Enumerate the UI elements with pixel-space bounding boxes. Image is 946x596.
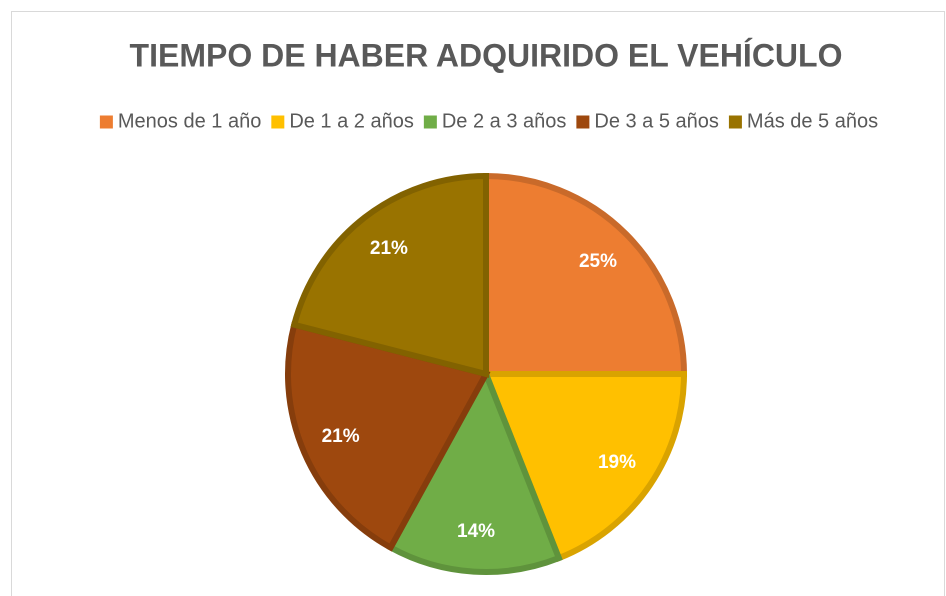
- legend-label: De 2 a 3 años: [442, 110, 567, 132]
- legend-label: De 3 a 5 años: [594, 110, 719, 132]
- legend: Menos de 1 año De 1 a 2 años De 2 a 3 años…: [99, 110, 878, 132]
- data-label: 25%: [579, 251, 617, 272]
- legend-swatch: [99, 115, 113, 129]
- legend-label: Más de 5 años: [747, 110, 878, 132]
- pie-slice: [481, 371, 688, 562]
- legend-swatch: [576, 115, 590, 129]
- data-label: 14%: [457, 521, 495, 542]
- pie-slice: [386, 366, 563, 575]
- data-label: 21%: [322, 426, 360, 447]
- chart-title: TIEMPO DE HABER ADQUIRIDO EL VEHÍCULO: [130, 37, 843, 73]
- legend-swatch: [271, 115, 285, 129]
- legend-swatch: [423, 115, 437, 129]
- legend-label: De 1 a 2 años: [289, 110, 414, 132]
- legend-label: Menos de 1 año: [118, 110, 261, 132]
- pie-slice: [483, 172, 688, 377]
- pie-slice: [285, 321, 491, 552]
- legend-swatch: [728, 115, 742, 129]
- data-label: 19%: [598, 452, 636, 473]
- pie-slice: [290, 172, 489, 378]
- data-label: 21%: [370, 238, 408, 259]
